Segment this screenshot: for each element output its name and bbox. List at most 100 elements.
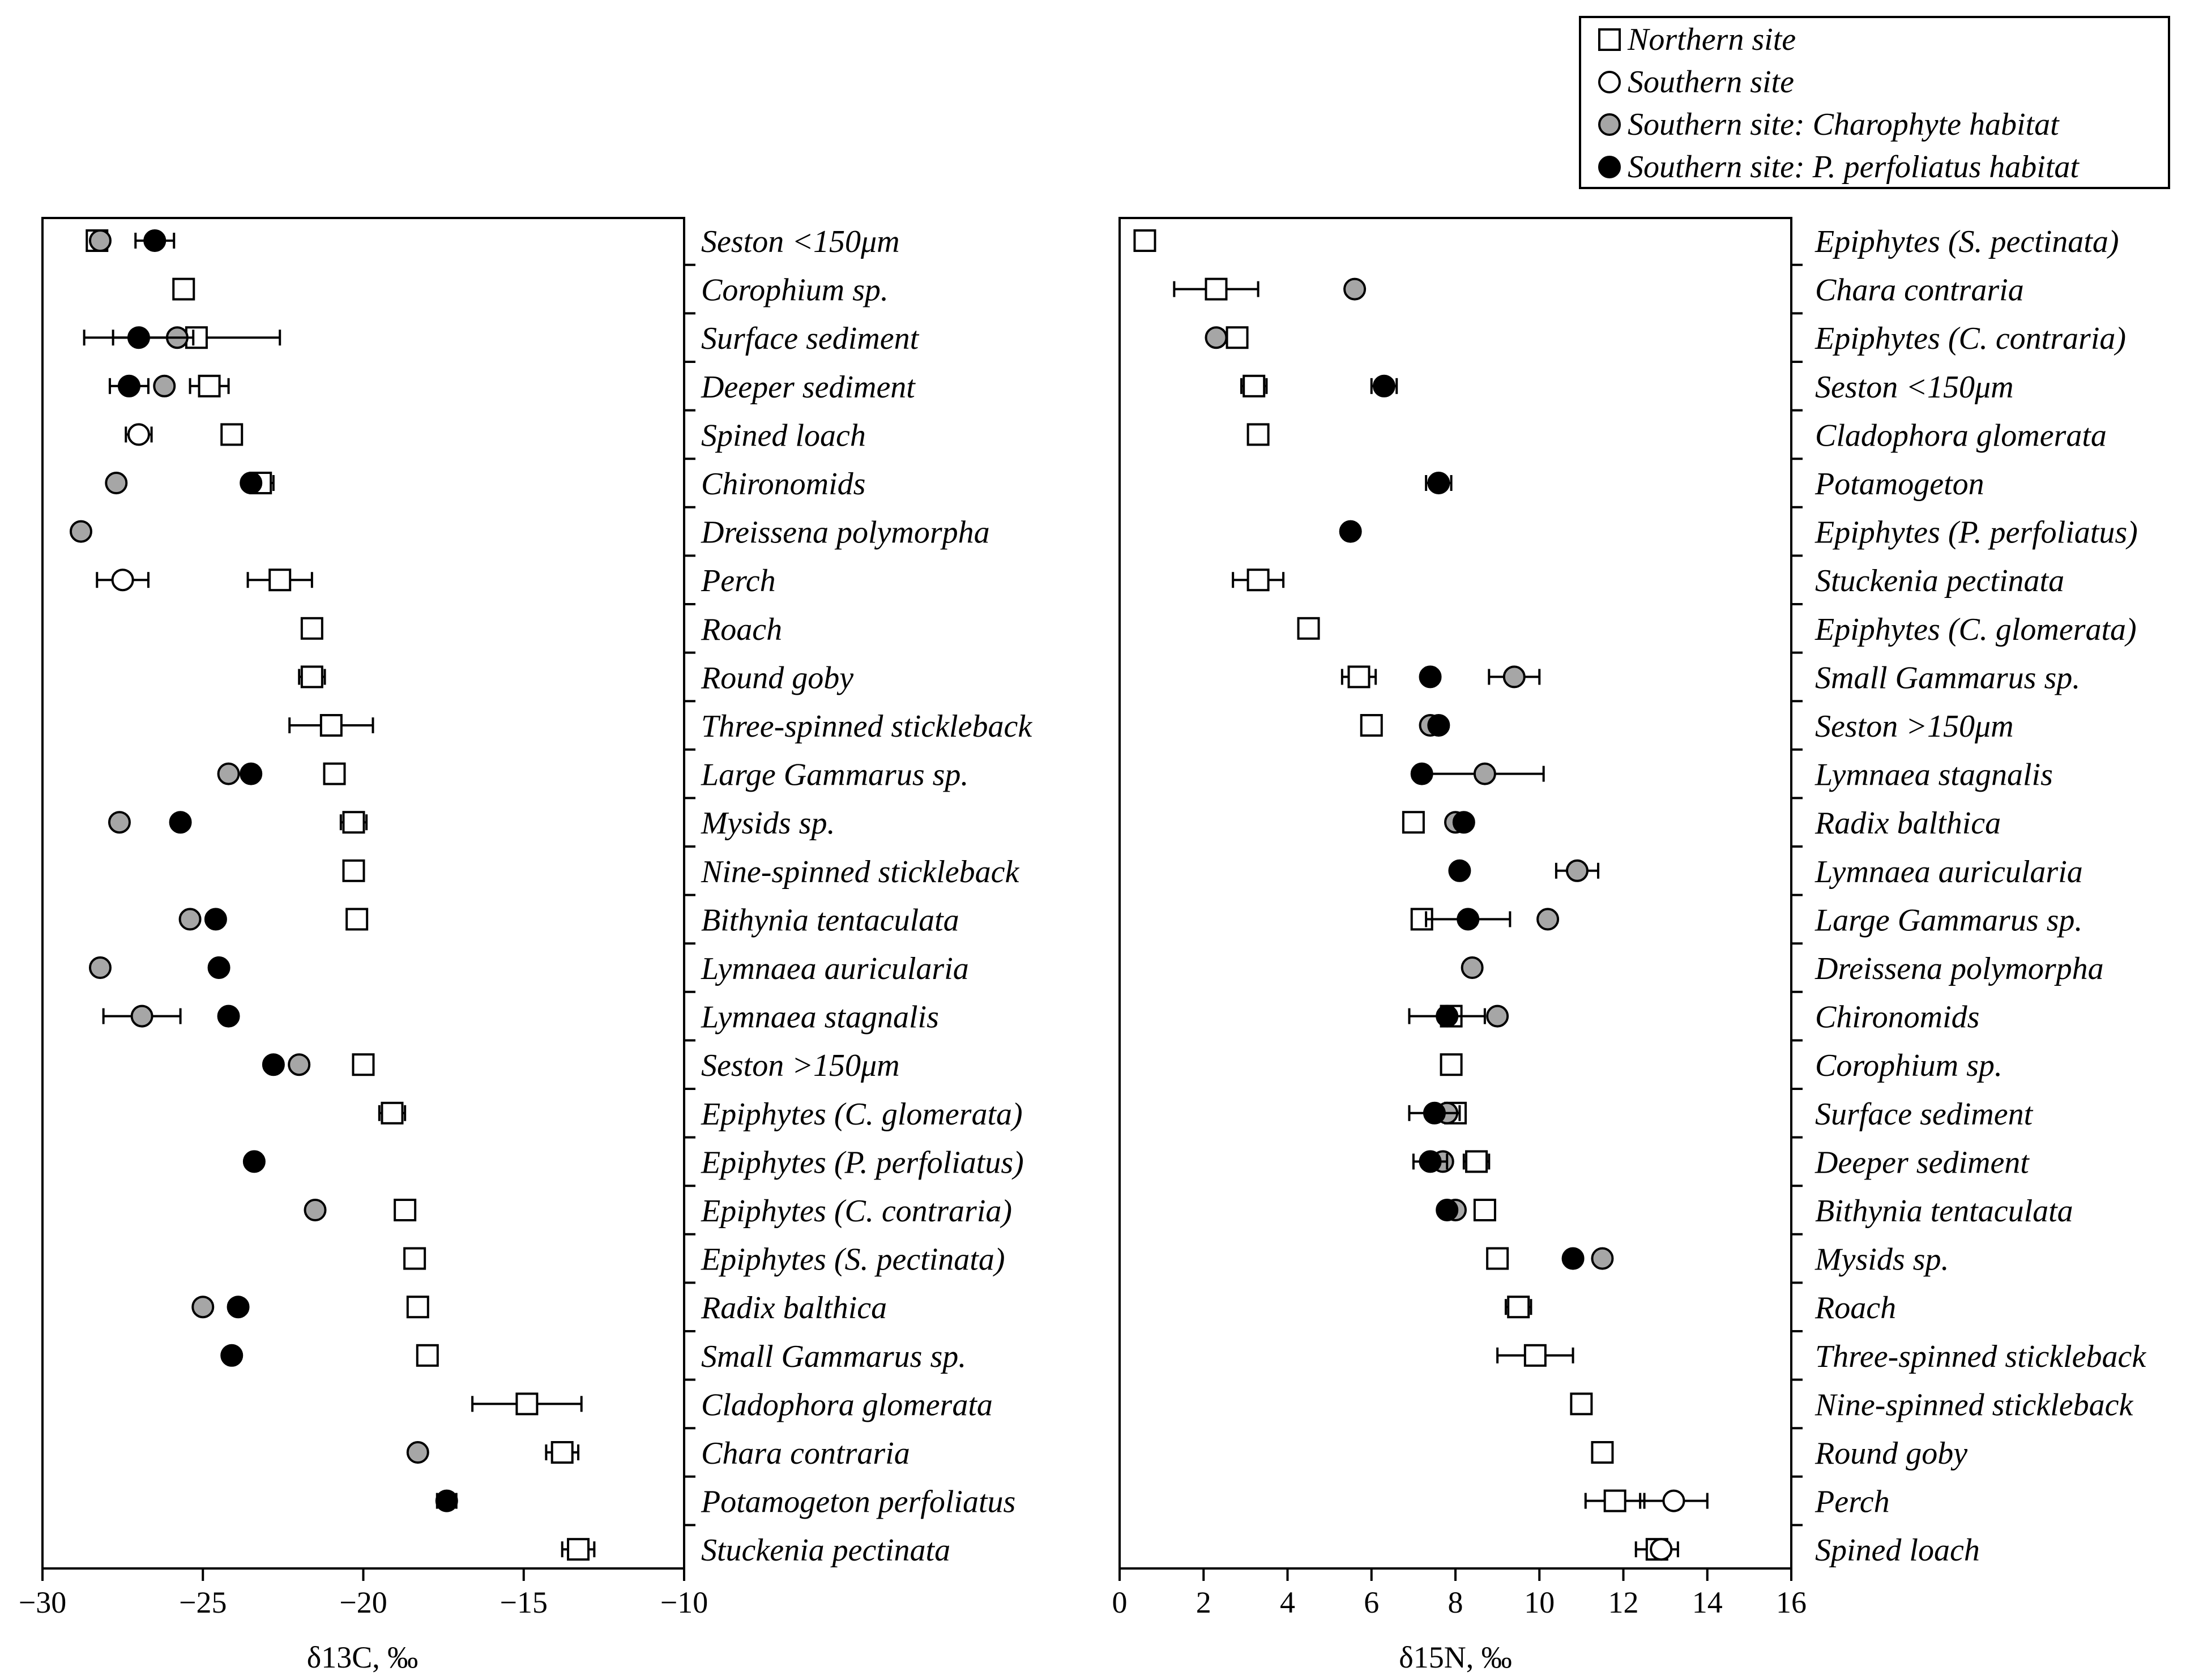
category-label-bithynia-tentaculata: Bithynia tentaculata	[1815, 1194, 2073, 1229]
point-southern-site-p-perfoliatus-habitat-deeper-sediment	[117, 374, 140, 397]
x-tick-label: 0	[1112, 1585, 1128, 1619]
point-southern-site-p-perfoliatus-habitat-epiphytes-p-perfoliatus	[242, 1150, 266, 1173]
category-label-mysids-sp: Mysids sp.	[701, 806, 835, 841]
point-southern-site-charophyte-habitat-chironomids	[105, 472, 128, 494]
category-label-lymnaea-auricularia: Lymnaea auricularia	[701, 951, 969, 986]
category-label-corophium-sp: Corophium sp.	[701, 273, 889, 308]
category-label-large-gammarus-sp: Large Gammarus sp.	[1814, 903, 2082, 938]
x-tick-label: −25	[179, 1585, 227, 1619]
point-southern-site-p-perfoliatus-habitat-seston-150-m	[1372, 374, 1395, 397]
point-southern-site-charophyte-habitat-large-gammarus-sp	[1536, 908, 1560, 931]
point-northern-site-small-gammarus-sp	[416, 1344, 439, 1367]
legend-marker-northern-site	[1598, 28, 1621, 51]
point-northern-site-three-spinned-stickleback	[1523, 1344, 1547, 1367]
point-southern-site-charophyte-habitat-chara-contraria	[406, 1441, 429, 1464]
point-southern-site-charophyte-habitat-lymnaea-stagnalis	[130, 1004, 153, 1028]
point-northern-site-cladophora-glomerata	[1246, 423, 1270, 446]
category-label-round-goby: Round goby	[1814, 1436, 1967, 1471]
category-label-epiphytes-c-contraria: Epiphytes (C. contraria)	[701, 1194, 1012, 1229]
point-southern-site-p-perfoliatus-habitat-mysids-sp	[1561, 1247, 1585, 1270]
point-southern-site-p-perfoliatus-habitat-chironomids	[240, 472, 263, 494]
legend-frame	[1579, 16, 2170, 189]
category-label-cladophora-glomerata: Cladophora glomerata	[1815, 418, 2107, 453]
point-southern-site-perch	[111, 568, 134, 592]
point-southern-site-charophyte-habitat-small-gammarus-sp	[1502, 665, 1526, 689]
category-label-nine-spinned-stickleback: Nine-spinned stickleback	[701, 854, 1020, 890]
point-northern-site-seston-150-m	[352, 1053, 375, 1076]
category-label-perch: Perch	[701, 563, 776, 599]
panel-d13c: Seston <150μm Corophium sp. Surface sedime…	[19, 217, 1032, 1674]
point-northern-site-stuckenia-pectinata	[567, 1538, 590, 1561]
point-southern-site-p-perfoliatus-habitat-epiphytes-p-perfoliatus	[1339, 520, 1362, 543]
point-northern-site-corophium-sp	[1440, 1053, 1463, 1076]
point-northern-site-round-goby	[1591, 1441, 1614, 1464]
category-label-stuckenia-pectinata: Stuckenia pectinata	[701, 1533, 950, 1568]
point-northern-site-three-spinned-stickleback	[319, 714, 343, 737]
legend-label-southern-site: Southern site	[1628, 65, 1794, 100]
point-northern-site-large-gammarus-sp	[323, 762, 346, 785]
category-label-three-spinned-stickleback: Three-spinned stickleback	[701, 709, 1032, 744]
category-label-small-gammarus-sp: Small Gammarus sp.	[701, 1339, 966, 1374]
point-northern-site-roach	[300, 617, 323, 640]
x-axis-label: δ15N, ‰	[1399, 1640, 1512, 1674]
point-southern-site-charophyte-habitat-radix-balthica	[191, 1296, 215, 1319]
point-northern-site-mysids-sp	[342, 811, 365, 834]
point-southern-site-p-perfoliatus-habitat-lymnaea-auricularia	[207, 956, 230, 979]
category-label-epiphytes-p-perfoliatus: Epiphytes (P. perfoliatus)	[701, 1145, 1024, 1180]
category-label-epiphytes-s-pectinata: Epiphytes (S. pectinata)	[701, 1242, 1005, 1277]
point-southern-site-p-perfoliatus-habitat-radix-balthica	[1452, 811, 1475, 834]
point-southern-site-charophyte-habitat-epiphytes-c-contraria	[1205, 326, 1228, 349]
point-northern-site-perch	[268, 568, 292, 592]
category-label-chara-contraria: Chara contraria	[1815, 273, 2024, 308]
point-northern-site-radix-balthica	[1402, 811, 1425, 834]
x-tick-label: −30	[19, 1585, 66, 1619]
point-northern-site-corophium-sp	[172, 277, 195, 301]
plot-frame	[1118, 217, 1792, 1570]
point-southern-site-charophyte-habitat-seston-150-m	[288, 1053, 311, 1076]
point-northern-site-epiphytes-c-contraria	[1226, 326, 1249, 349]
point-southern-site-p-perfoliatus-habitat-lymnaea-stagnalis	[1410, 762, 1433, 785]
legend-label-southern-site-charophyte-habitat: Southern site: Charophyte habitat	[1628, 107, 2060, 142]
category-label-epiphytes-c-glomerata: Epiphytes (C. glomerata)	[1814, 612, 2137, 647]
category-label-epiphytes-c-glomerata: Epiphytes (C. glomerata)	[701, 1097, 1023, 1132]
x-tick-label: −15	[500, 1585, 548, 1619]
category-label-dreissena-polymorpha: Dreissena polymorpha	[1814, 951, 2104, 986]
point-northern-site-small-gammarus-sp	[1347, 665, 1370, 689]
x-tick-label: 10	[1524, 1585, 1555, 1619]
category-label-roach: Roach	[701, 612, 782, 647]
point-northern-site-round-goby	[300, 665, 323, 689]
category-label-epiphytes-c-contraria: Epiphytes (C. contraria)	[1814, 321, 2126, 356]
x-tick-label: 16	[1776, 1585, 1807, 1619]
point-southern-site-p-perfoliatus-habitat-seston-150-m	[262, 1053, 285, 1076]
category-label-three-spinned-stickleback: Three-spinned stickleback	[1815, 1339, 2146, 1374]
category-label-potamogeton: Potamogeton	[1814, 467, 1984, 502]
category-label-deeper-sediment: Deeper sediment	[1814, 1145, 2030, 1180]
point-northern-site-bithynia-tentaculata	[345, 908, 369, 931]
point-southern-site-charophyte-habitat-seston-150-m	[88, 229, 112, 252]
point-southern-site-charophyte-habitat-chara-contraria	[1343, 277, 1367, 301]
point-southern-site-p-perfoliatus-habitat-mysids-sp	[169, 811, 192, 834]
point-southern-site-p-perfoliatus-habitat-radix-balthica	[227, 1296, 250, 1319]
point-northern-site-radix-balthica	[406, 1296, 429, 1319]
point-southern-site-p-perfoliatus-habitat-bithynia-tentaculata	[1436, 1199, 1459, 1221]
point-southern-site-p-perfoliatus-habitat-bithynia-tentaculata	[204, 908, 227, 931]
point-southern-site-charophyte-habitat-epiphytes-c-contraria	[304, 1199, 327, 1221]
point-southern-site-charophyte-habitat-deeper-sediment	[153, 374, 176, 397]
category-label-lymnaea-stagnalis: Lymnaea stagnalis	[1814, 758, 2053, 793]
category-label-lymnaea-auricularia: Lymnaea auricularia	[1814, 854, 2083, 890]
point-southern-site-p-perfoliatus-habitat-small-gammarus-sp	[220, 1344, 244, 1367]
point-southern-site-charophyte-habitat-mysids-sp	[108, 811, 131, 834]
point-southern-site-p-perfoliatus-habitat-large-gammarus-sp	[1457, 908, 1480, 931]
category-label-radix-balthica: Radix balthica	[701, 1290, 887, 1326]
category-label-nine-spinned-stickleback: Nine-spinned stickleback	[1814, 1387, 2134, 1422]
point-southern-site-p-perfoliatus-habitat-seston-150-m	[1427, 714, 1450, 737]
category-label-mysids-sp: Mysids sp.	[1814, 1242, 1949, 1277]
point-northern-site-nine-spinned-stickleback	[1570, 1392, 1593, 1416]
category-label-spined-loach: Spined loach	[701, 418, 866, 453]
category-label-seston-150-m: Seston <150μm	[701, 224, 900, 259]
point-northern-site-chara-contraria	[1205, 277, 1228, 301]
category-label-perch: Perch	[1814, 1485, 1890, 1520]
point-southern-site-p-perfoliatus-habitat-surface-sediment	[1423, 1101, 1446, 1125]
point-northern-site-perch	[1603, 1489, 1626, 1512]
